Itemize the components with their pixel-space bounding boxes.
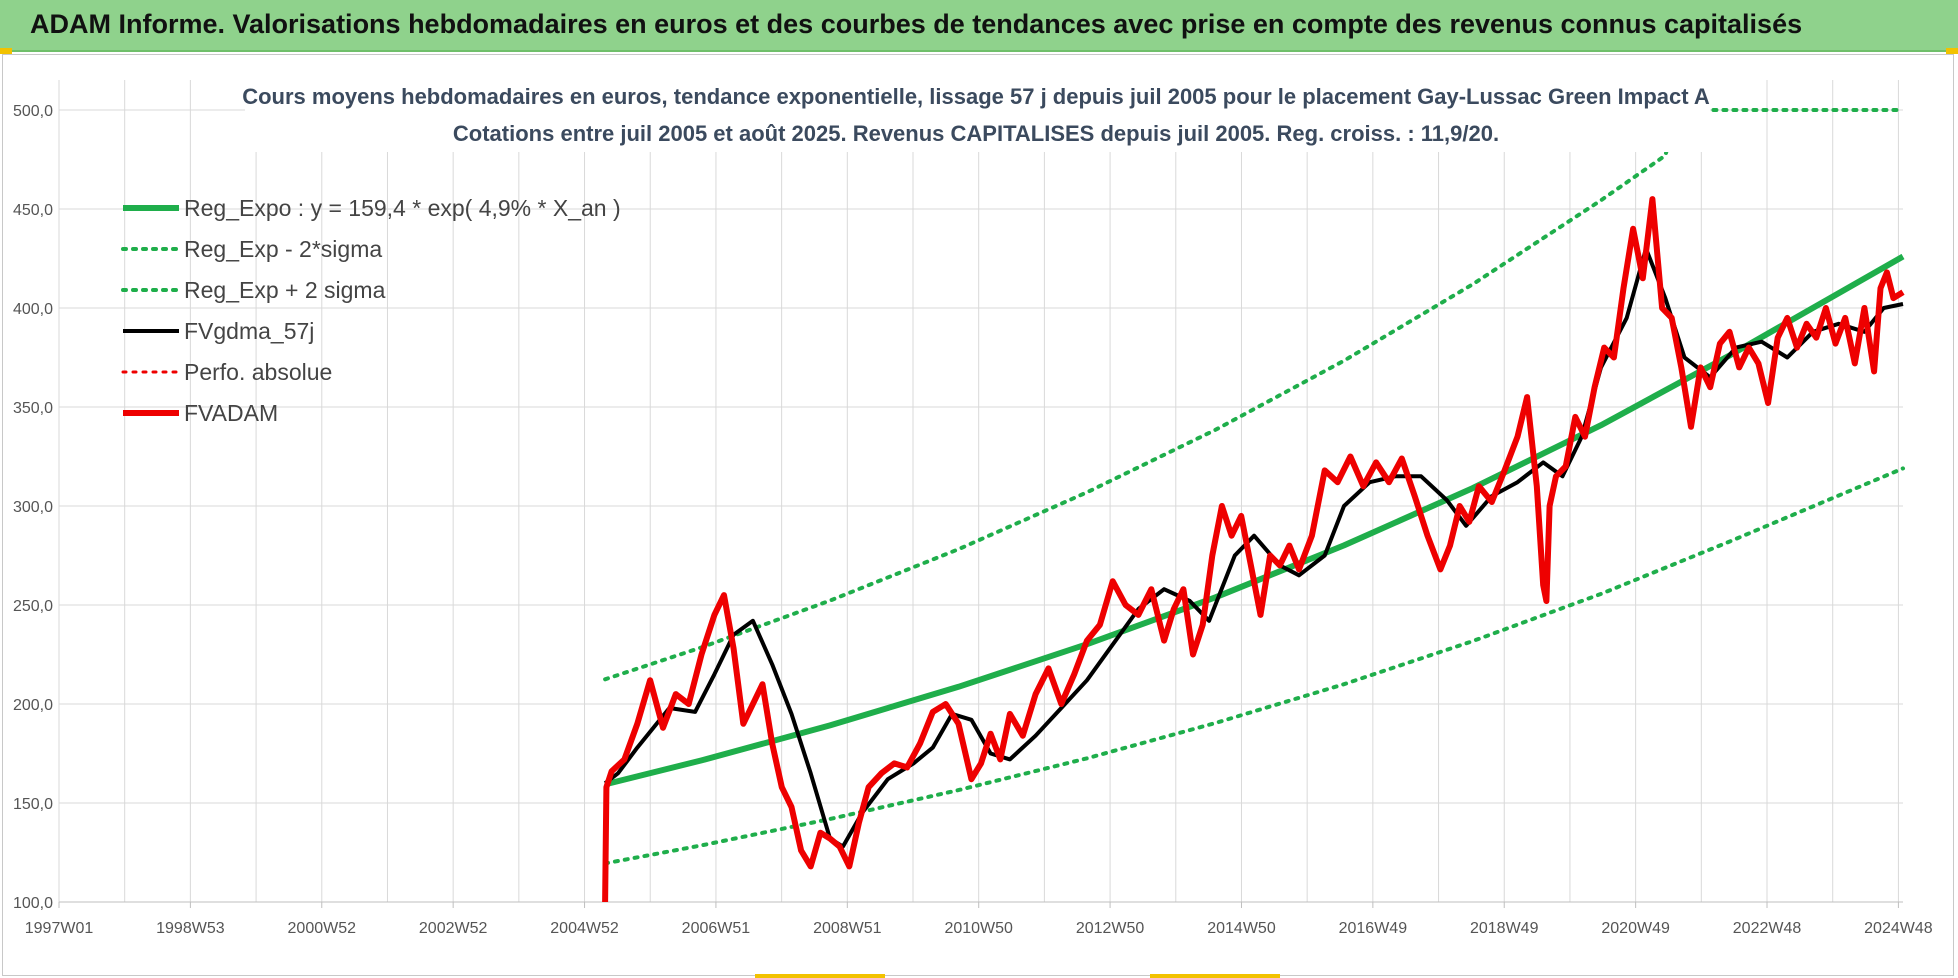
y-tick-label: 450,0	[13, 202, 53, 219]
x-tick-label: 2018W49	[1470, 920, 1539, 937]
y-tick-label: 400,0	[13, 301, 53, 318]
y-tick-label: 500,0	[13, 103, 53, 120]
series-line	[602, 196, 1905, 903]
x-tick-label: 2024W48	[1864, 920, 1933, 937]
bottom-mark-1	[755, 974, 885, 978]
bottom-mark-2	[1150, 974, 1280, 978]
legend-label: FVADAM	[184, 400, 278, 426]
legend-label: FVgdma_57j	[184, 318, 314, 344]
x-tick-label: 1997W01	[25, 920, 94, 937]
x-tick-label: 2008W51	[813, 920, 882, 937]
y-tick-label: 100,0	[13, 895, 53, 912]
x-tick-label: 2006W51	[682, 920, 751, 937]
x-tick-label: 2014W50	[1207, 920, 1276, 937]
chart-title-group: Cours moyens hebdomadaires en euros, ten…	[242, 78, 1710, 152]
report-banner: ADAM Informe. Valorisations hebdomadaire…	[0, 0, 1958, 52]
legend-label: Reg_Exp - 2*sigma	[184, 236, 382, 262]
corner-mark-right	[1946, 48, 1958, 54]
y-tick-label: 300,0	[13, 499, 53, 516]
legend-label: Reg_Expo : y = 159,4 * exp( 4,9% * X_an …	[184, 195, 621, 221]
legend-label: Reg_Exp + 2 sigma	[184, 277, 386, 303]
corner-mark-left	[0, 48, 12, 54]
legend-label: Perfo. absolue	[184, 359, 332, 385]
legend: Reg_Expo : y = 159,4 * exp( 4,9% * X_an …	[121, 195, 621, 426]
x-tick-label: 2016W49	[1339, 920, 1408, 937]
series-layer	[602, 108, 1905, 903]
series-line	[603, 466, 1905, 866]
x-tick-label: 2012W50	[1076, 920, 1145, 937]
chart-frame	[2, 54, 1954, 976]
series-line	[603, 246, 1904, 849]
x-tick-label: 2010W50	[944, 920, 1013, 937]
series-line	[604, 253, 1905, 788]
y-tick-label: 150,0	[13, 796, 53, 813]
chart-title-background	[245, 78, 1710, 152]
x-tick-label: 2020W49	[1601, 920, 1670, 937]
x-tick-label: 2002W52	[419, 920, 488, 937]
y-tick-label: 200,0	[13, 697, 53, 714]
chart-title-line-1: Cours moyens hebdomadaires en euros, ten…	[242, 84, 1710, 109]
x-tick-label: 2022W48	[1733, 920, 1802, 937]
x-tick-label: 2000W52	[288, 920, 357, 937]
y-tick-label: 250,0	[13, 598, 53, 615]
x-tick-label: 1998W53	[156, 920, 225, 937]
x-tick-label: 2004W52	[550, 920, 619, 937]
y-tick-label: 350,0	[13, 400, 53, 417]
axes: 100,0 150,0 200,0 250,0 300,0 350,0 400,0 450,0…	[13, 103, 1933, 937]
report-title: ADAM Informe. Valorisations hebdomadaire…	[30, 9, 1803, 39]
chart-title-line-2: Cotations entre juil 2005 et août 2025. …	[453, 121, 1499, 146]
series-line	[603, 108, 1905, 682]
